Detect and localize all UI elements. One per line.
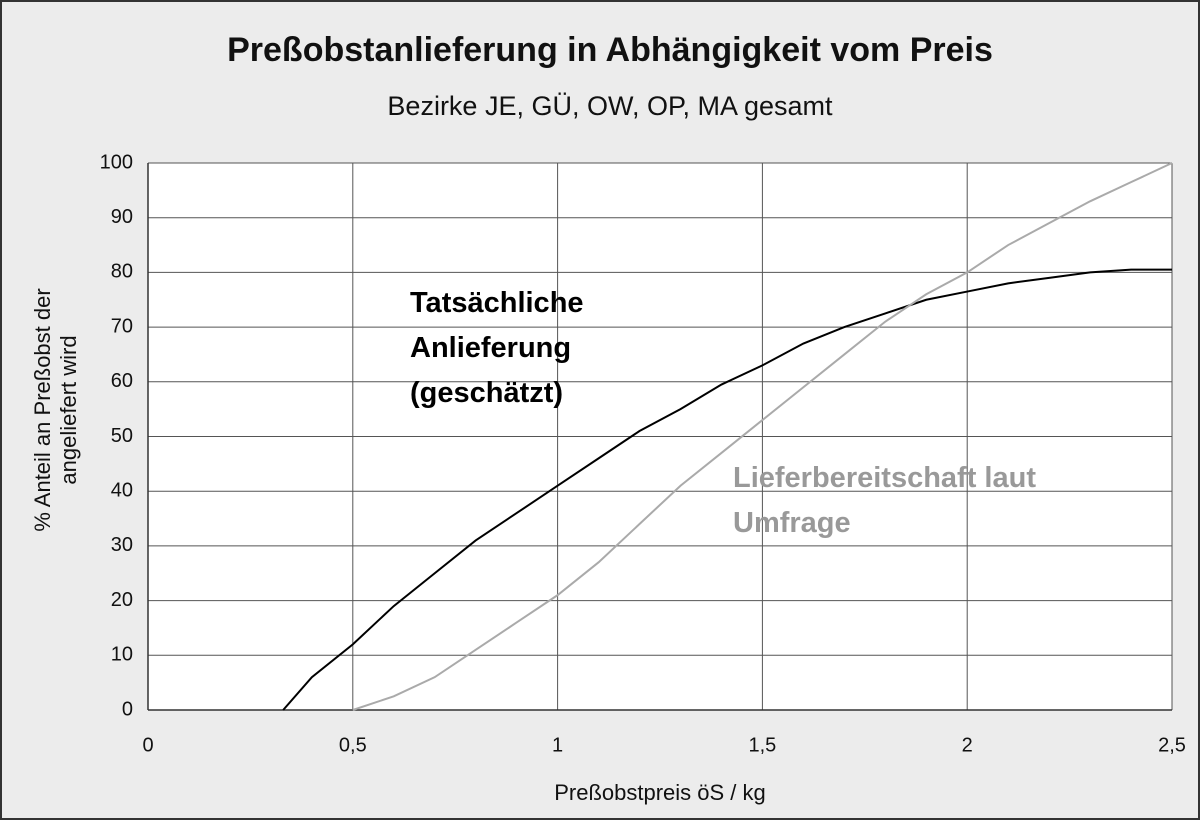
chart-subtitle: Bezirke JE, GÜ, OW, OP, MA gesamt [387, 91, 833, 121]
y-tick-label: 0 [122, 698, 133, 720]
y-tick-label: 50 [111, 425, 133, 447]
y-tick-label: 30 [111, 534, 133, 556]
chart-title: Preßobstanlieferung in Abhängigkeit vom … [227, 31, 993, 69]
x-tick-label: 0 [142, 734, 153, 756]
x-tick-label: 1,5 [748, 734, 776, 756]
series-label: Tatsächliche Anlieferung (geschätzt) [410, 287, 584, 409]
y-tick-label: 40 [111, 479, 133, 501]
x-tick-label: 0,5 [339, 734, 367, 756]
y-tick-label: 80 [111, 261, 133, 283]
y-axis-label: % Anteil an Preßobst der [30, 288, 55, 531]
x-axis-label: Preßobstpreis öS / kg [554, 780, 766, 805]
y-tick-label: 60 [111, 370, 133, 392]
y-tick-label: 90 [111, 206, 133, 228]
series-label: Lieferbereitschaft laut Umfrage [733, 462, 1036, 539]
y-axis-label: angeliefert wird [56, 335, 81, 484]
series-line [282, 268, 1172, 711]
series-line [352, 162, 1173, 711]
x-tick-label: 1 [552, 734, 563, 756]
y-tick-label: 70 [111, 315, 133, 337]
y-tick-label: 20 [111, 589, 133, 611]
x-tick-label: 2,5 [1158, 734, 1186, 756]
x-tick-label: 2 [962, 734, 973, 756]
y-tick-label: 100 [100, 151, 133, 173]
y-tick-label: 10 [111, 644, 133, 666]
